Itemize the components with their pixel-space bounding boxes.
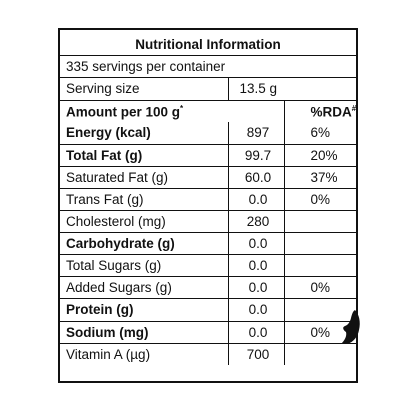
nutrient-rda: [284, 254, 356, 278]
nutrition-table: Serving size 13.5 g Amount per 100 g* %R…: [60, 78, 357, 366]
nutrient-value: 0.0: [228, 276, 285, 300]
nutrient-row: Total Fat (g) 99.7 20%: [60, 144, 356, 167]
nutrient-rda: 0%: [284, 276, 356, 300]
nutrient-name: Trans Fat (g): [60, 188, 229, 212]
amount-header: Amount per 100 g*: [60, 100, 285, 123]
nutrient-rda: 37%: [284, 166, 356, 189]
nutrient-value: 0.0: [228, 232, 285, 256]
nutrient-name: Total Fat (g): [60, 144, 229, 167]
serving-size-value: 13.5 g: [228, 78, 284, 101]
nutrient-rda: [284, 343, 356, 365]
nutrient-name: Cholesterol (mg): [60, 210, 229, 234]
nutrient-name: Saturated Fat (g): [60, 166, 229, 189]
nutrient-rda: [284, 232, 356, 256]
servings-per-container: 335 servings per container: [60, 56, 356, 78]
serving-size-label: Serving size: [60, 78, 229, 101]
nutrient-rda: 0%: [284, 321, 356, 344]
amount-header-text: Amount per 100 g: [66, 104, 181, 120]
nutrient-value: 280: [228, 210, 285, 234]
hand-graphic: [341, 310, 360, 344]
nutrient-name: Total Sugars (g): [60, 254, 229, 278]
nutrient-name: Sodium (mg): [60, 321, 229, 344]
nutrient-name: Vitamin A (µg): [60, 343, 229, 366]
nutrient-name: Energy (kcal): [60, 122, 229, 145]
nutrient-row: Carbohydrate (g) 0.0: [60, 232, 356, 256]
nutrient-name: Added Sugars (g): [60, 276, 229, 300]
nutrient-row: Energy (kcal) 897 6%: [60, 122, 356, 145]
serving-size-empty: [284, 78, 356, 101]
nutrient-rda: 0%: [284, 188, 356, 212]
nutrient-value: 700: [228, 343, 285, 366]
nutrient-row: Vitamin A (µg) 700: [60, 343, 356, 366]
nutrient-value: 99.7: [228, 144, 285, 167]
nutrient-row: Trans Fat (g) 0.0 0%: [60, 188, 356, 212]
nutrient-rda: [284, 210, 356, 234]
nutrient-row: Saturated Fat (g) 60.0 37%: [60, 166, 356, 189]
nutrient-value: 0.0: [228, 188, 285, 212]
nutrient-name: Protein (g): [60, 298, 229, 322]
nutrition-label: Nutritional Information 335 servings per…: [58, 28, 358, 383]
serving-size-row: Serving size 13.5 g: [60, 78, 356, 101]
nutrient-row: Protein (g) 0.0: [60, 298, 356, 322]
nutrient-rda: 6%: [284, 122, 356, 145]
label-title: Nutritional Information: [60, 30, 356, 56]
rda-header-mark: #: [351, 103, 356, 113]
nutrient-name: Carbohydrate (g): [60, 232, 229, 256]
nutrient-row: Added Sugars (g) 0.0 0%: [60, 276, 356, 300]
nutrient-value: 0.0: [228, 298, 285, 322]
nutrient-row: Total Sugars (g) 0.0: [60, 254, 356, 278]
nutrient-value: 0.0: [228, 254, 285, 278]
amount-header-row: Amount per 100 g* %RDA#: [60, 100, 357, 123]
nutrient-value: 0.0: [228, 321, 285, 344]
nutrient-value: 897: [228, 122, 285, 145]
nutrient-value: 60.0: [228, 166, 285, 189]
nutrient-rda: 20%: [284, 144, 356, 167]
nutrient-rda: [284, 298, 356, 322]
nutrient-row: Sodium (mg) 0.0 0%: [60, 321, 356, 344]
amount-header-mark: *: [180, 103, 184, 113]
rda-header-text: %RDA: [310, 104, 352, 120]
rda-header: %RDA#: [284, 100, 357, 122]
nutrient-row: Cholesterol (mg) 280: [60, 210, 356, 234]
